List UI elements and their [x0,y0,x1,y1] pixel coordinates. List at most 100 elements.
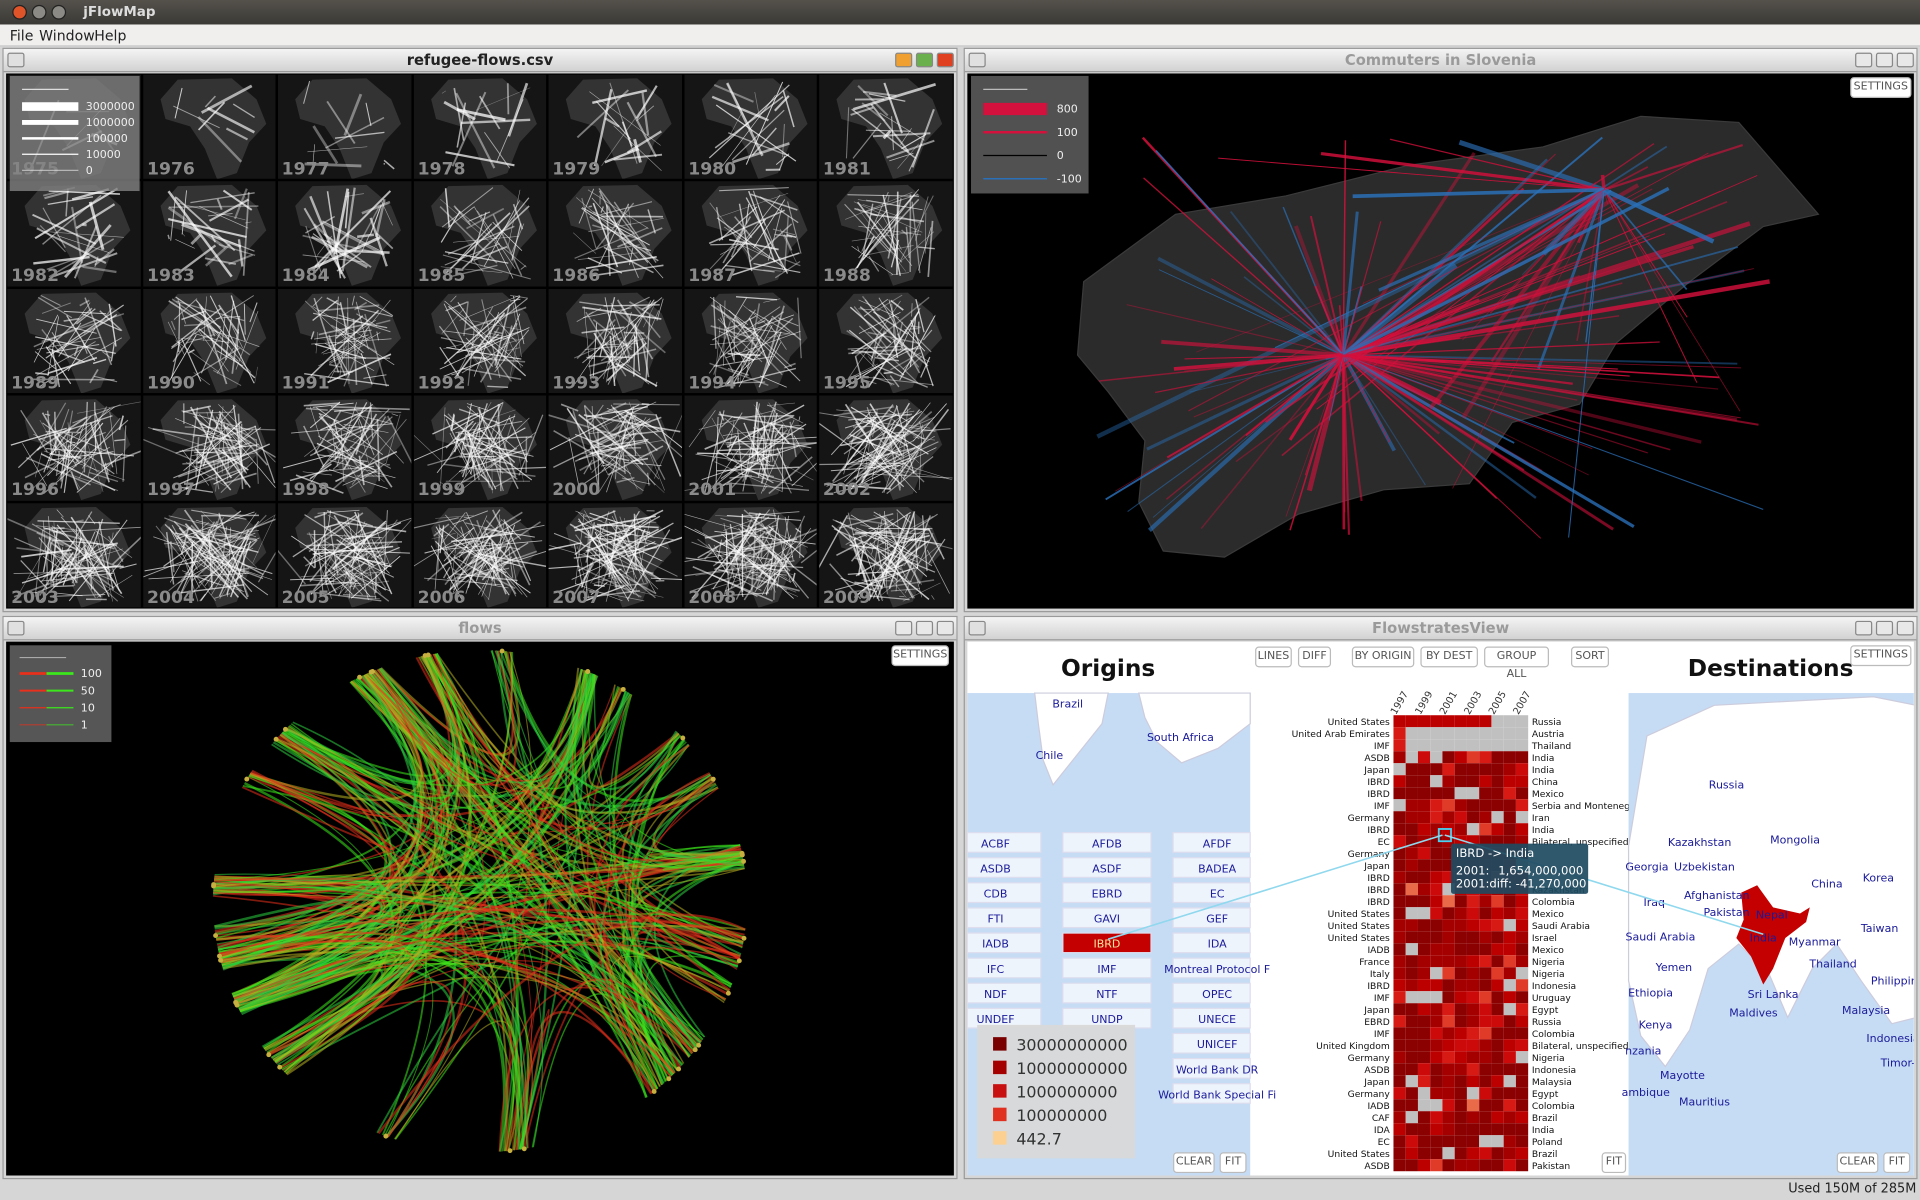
heatmap-cell[interactable] [1515,1051,1529,1064]
panel-menu-button[interactable] [968,620,986,636]
heatmap-cell[interactable] [1466,835,1480,848]
heatmap-cell[interactable] [1405,811,1418,824]
heatmap-cell[interactable] [1393,799,1406,812]
heatmap-cell[interactable] [1405,823,1418,836]
heatmap-cell[interactable] [1430,943,1443,956]
heatmap-cell[interactable] [1503,1135,1516,1148]
heatmap-cell[interactable] [1515,811,1529,824]
thumbnail[interactable]: 2004 [142,502,276,608]
heatmap-cell[interactable] [1515,1147,1529,1160]
heatmap-cell[interactable] [1491,991,1504,1004]
heatmap-cell[interactable] [1503,1063,1516,1076]
heatmap-cell[interactable] [1417,967,1431,980]
heatmap-cell[interactable] [1405,1015,1418,1028]
heatmap-cell[interactable] [1393,835,1406,848]
heatmap-cell[interactable] [1442,955,1455,968]
heatmap-cell[interactable] [1393,883,1406,896]
heatmap-cell[interactable] [1393,919,1406,932]
heatmap-cell[interactable] [1454,1111,1467,1124]
heatmap-cell[interactable] [1442,787,1455,800]
heatmap-cell[interactable] [1491,907,1504,920]
heatmap-cell[interactable] [1479,823,1492,836]
panel-maximize-button[interactable] [915,52,934,68]
heatmap-cell[interactable] [1466,943,1480,956]
heatmap-cell[interactable] [1430,1003,1443,1016]
heatmap-cell[interactable] [1442,775,1455,788]
heatmap-cell[interactable] [1430,787,1443,800]
heatmap-cell[interactable] [1393,1087,1406,1100]
heatmap-cell[interactable] [1417,1063,1431,1076]
heatmap-cell[interactable] [1405,1123,1418,1136]
heatmap-cell[interactable] [1491,811,1504,824]
heatmap-cell[interactable] [1442,1027,1455,1040]
heatmap-cell[interactable] [1442,1075,1455,1088]
heatmap-cell[interactable] [1466,1111,1480,1124]
heatmap-cell[interactable] [1454,775,1467,788]
heatmap-cell[interactable] [1491,1075,1504,1088]
heatmap-cell[interactable] [1503,1075,1516,1088]
button[interactable]: FIT [1601,1152,1627,1174]
heatmap-cell[interactable] [1515,1039,1529,1052]
heatmap-cell[interactable] [1393,847,1406,860]
thumbnail[interactable]: 2003 [7,502,141,608]
heatmap-cell[interactable] [1454,727,1467,740]
heatmap-cell[interactable] [1466,1051,1480,1064]
heatmap-cell[interactable] [1479,1159,1492,1172]
heatmap-cell[interactable] [1430,715,1443,728]
heatmap-cell[interactable] [1393,859,1406,872]
heatmap-cell[interactable] [1393,1147,1406,1160]
heatmap-cell[interactable] [1430,979,1443,992]
thumbnail[interactable]: 1988 [819,181,953,287]
heatmap-cell[interactable] [1454,739,1467,752]
heatmap-cell[interactable] [1503,763,1516,776]
heatmap-cell[interactable] [1479,979,1492,992]
heatmap-cell[interactable] [1479,1039,1492,1052]
heatmap-cell[interactable] [1393,1015,1406,1028]
heatmap-cell[interactable] [1442,931,1455,944]
panel-minimize-button[interactable] [1855,620,1873,636]
heatmap-cell[interactable] [1479,775,1492,788]
heatmap-cell[interactable] [1466,955,1480,968]
heatmap-cell[interactable] [1417,871,1431,884]
heatmap-cell[interactable] [1430,955,1443,968]
heatmap-cell[interactable] [1515,727,1529,740]
heatmap-cell[interactable] [1442,919,1455,932]
heatmap-cell[interactable] [1503,1003,1516,1016]
heatmap-cell[interactable] [1515,1027,1529,1040]
heatmap-cell[interactable] [1515,1087,1529,1100]
heatmap-cell[interactable] [1515,1063,1529,1076]
heatmap-cell[interactable] [1417,715,1431,728]
heatmap-cell[interactable] [1479,1003,1492,1016]
heatmap-cell[interactable] [1417,1087,1431,1100]
heatmap-cell[interactable] [1417,1147,1431,1160]
heatmap-cell[interactable] [1454,931,1467,944]
heatmap-cell[interactable] [1479,1099,1492,1112]
button[interactable]: DIFF [1297,646,1332,668]
heatmap-cell[interactable] [1503,811,1516,824]
heatmap-cell[interactable] [1491,835,1504,848]
heatmap-cell[interactable] [1442,811,1455,824]
heatmap-cell[interactable] [1393,931,1406,944]
heatmap-cell[interactable] [1491,955,1504,968]
heatmap-cell[interactable] [1515,991,1529,1004]
heatmap-cell[interactable] [1417,823,1431,836]
heatmap-cell[interactable] [1454,1135,1467,1148]
button[interactable]: CLEAR [1173,1152,1215,1174]
heatmap-cell[interactable] [1405,1027,1418,1040]
heatmap-cell[interactable] [1479,907,1492,920]
heatmap-cell[interactable] [1405,1099,1418,1112]
heatmap-cell[interactable] [1442,1003,1455,1016]
heatmap-cell[interactable] [1515,1123,1529,1136]
panel-minimize-button[interactable] [895,52,913,68]
heatmap-cell[interactable] [1430,1123,1443,1136]
heatmap-cell[interactable] [1430,811,1443,824]
heatmap-cell[interactable] [1491,895,1504,908]
thumbnail[interactable]: 1981 [819,74,953,180]
heatmap-cell[interactable] [1503,739,1516,752]
heatmap-cell[interactable] [1466,1123,1480,1136]
heatmap-cell[interactable] [1393,727,1406,740]
heatmap-cell[interactable] [1393,1027,1406,1040]
heatmap-cell[interactable] [1515,787,1529,800]
heatmap-cell[interactable] [1417,955,1431,968]
heatmap-cell[interactable] [1393,715,1406,728]
